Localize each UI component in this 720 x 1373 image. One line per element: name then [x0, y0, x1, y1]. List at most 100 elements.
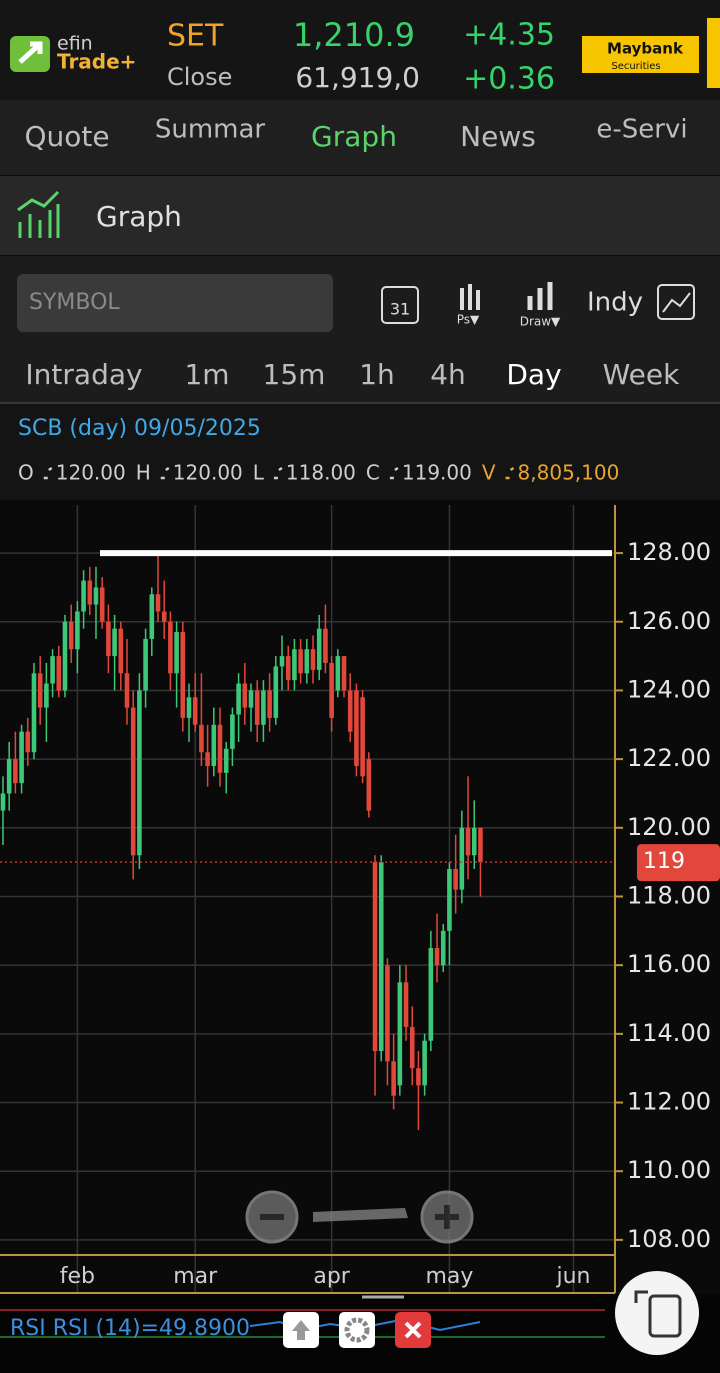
rotate-arrow [634, 1290, 648, 1303]
ohlc-value: 119.00 [402, 461, 472, 485]
graph-icon [17, 190, 60, 238]
candle-body [409, 1026, 415, 1069]
candle-body [205, 752, 210, 766]
interval[interactable]: 4h [430, 358, 466, 391]
y-tick-label: 128.00 [627, 538, 711, 566]
candle-body [416, 1068, 421, 1086]
candle-body [44, 683, 49, 708]
candle-body [56, 656, 62, 691]
indy-label[interactable]: Indy [587, 288, 643, 318]
logo-top: efin [57, 33, 93, 55]
index-last: 1,210.9 [293, 16, 415, 54]
candle-body [137, 690, 142, 856]
candle-body [347, 690, 353, 732]
y-tick-label: 120.00 [627, 813, 711, 841]
tab[interactable]: Quote [24, 120, 109, 153]
candle-body [180, 632, 186, 718]
candle-body [174, 632, 179, 674]
draw-icon[interactable] [527, 282, 553, 310]
tab-active[interactable]: Graph [311, 120, 397, 153]
logo-arrow [18, 41, 43, 64]
x-tick-label: may [425, 1264, 473, 1289]
candle-body [118, 628, 124, 674]
ohlc-icon [43, 466, 53, 480]
tab[interactable]: e-Servi [596, 115, 687, 145]
candle-body [6, 759, 12, 794]
index-change: +4.35 [463, 18, 555, 53]
ps-icon[interactable] [460, 284, 480, 310]
candle-body [62, 621, 68, 691]
tab[interactable]: Summar [155, 115, 266, 145]
side-strip [707, 18, 720, 88]
ohlc-value: 118.00 [286, 461, 356, 485]
candle-body [292, 649, 297, 681]
candle-body [31, 673, 37, 753]
x-tick-label: jun [555, 1264, 590, 1289]
candle-body [50, 656, 55, 684]
interval[interactable]: Intraday [25, 358, 142, 391]
indy-icon[interactable] [657, 284, 695, 320]
y-tick-label: 122.00 [627, 744, 711, 772]
info-bar [0, 404, 720, 500]
broker-logo[interactable] [582, 36, 699, 73]
candle-body [391, 1061, 396, 1096]
candle-body [354, 690, 359, 766]
intervals: Intraday 1m 15m 1h 4h Day Week [25, 358, 680, 391]
y-tick-label: 114.00 [627, 1019, 711, 1047]
interval[interactable]: 15m [263, 358, 326, 391]
candle-body [112, 628, 117, 657]
logo-bottom: Trade+ [57, 50, 136, 74]
candle-body [149, 594, 155, 639]
ohlc-icon [389, 466, 399, 480]
candle-body [81, 580, 86, 612]
calendar-button[interactable] [381, 286, 419, 324]
candle-body [385, 965, 390, 1062]
session: Close [167, 63, 232, 91]
interval-active[interactable]: Day [506, 358, 561, 391]
candle-body [242, 683, 248, 708]
candle-body [230, 714, 235, 749]
candle-body [434, 947, 440, 966]
ohlc-key: H [136, 461, 151, 485]
candle-body [335, 656, 341, 691]
candle-body [99, 587, 105, 622]
candle-body [267, 690, 272, 718]
zoom-controls [245, 1190, 474, 1244]
close-icon [404, 1321, 422, 1339]
symbol-placeholder: SYMBOL [29, 290, 120, 315]
candle-body [87, 580, 93, 605]
calendar-day: 31 [390, 300, 410, 319]
y-tick-label: 108.00 [627, 1225, 711, 1253]
rotate-icon [648, 1294, 682, 1338]
gear-icon [344, 1317, 370, 1343]
index-name[interactable]: SET [167, 19, 224, 54]
candle-body [304, 649, 310, 674]
tab[interactable]: News [460, 120, 536, 153]
interval[interactable]: Week [603, 358, 680, 391]
candle-body [360, 697, 365, 777]
candle-body [93, 587, 99, 605]
interval[interactable]: 1h [359, 358, 395, 391]
interval[interactable]: 1m [184, 358, 229, 391]
candle-body [0, 793, 6, 811]
ohlc-key: L [253, 461, 265, 485]
candle-body [310, 649, 316, 670]
candle-body [341, 656, 347, 691]
section-title: Graph [96, 200, 182, 233]
symbol-input[interactable] [17, 274, 333, 332]
candle-body [155, 594, 161, 612]
candle-body [124, 673, 130, 708]
candle-body [372, 862, 378, 1052]
settings-button[interactable] [339, 1312, 375, 1348]
broker-sub: Securities [611, 61, 660, 72]
zoom-slider[interactable] [313, 1208, 408, 1222]
candle-body [248, 690, 254, 708]
candle-body [192, 697, 198, 725]
candle-body [453, 869, 458, 890]
candle-body [403, 982, 409, 1027]
last-price-label: 119 [643, 849, 685, 874]
rotate-button[interactable] [615, 1271, 699, 1355]
ohlc-icon [160, 466, 170, 480]
candle-body [478, 827, 483, 863]
